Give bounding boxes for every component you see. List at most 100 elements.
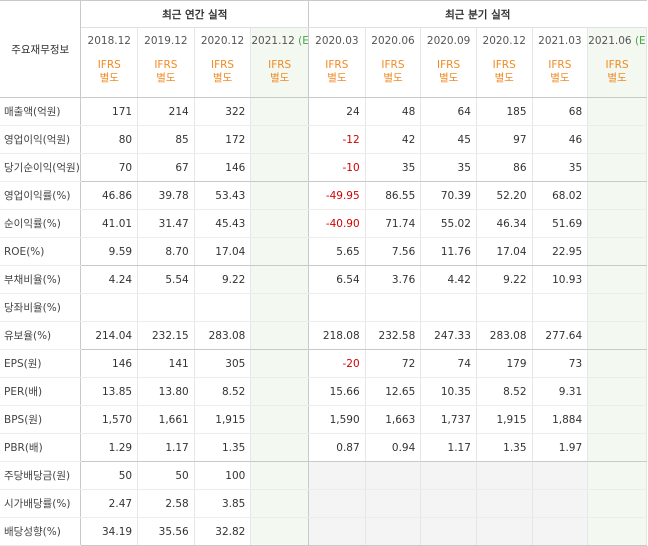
row-label: PER(배): [0, 377, 82, 406]
table-cell: 1,663: [365, 405, 422, 434]
table-cell: 10.35: [420, 377, 477, 406]
table-cell: 0.94: [365, 433, 422, 462]
table-cell: 9.22: [194, 265, 252, 294]
table-cell: [365, 293, 422, 322]
separate-basis-text: 별도: [550, 72, 570, 84]
table-cell: 232.15: [137, 321, 195, 350]
table-cell: 11.76: [420, 237, 477, 266]
table-cell: 179: [476, 349, 533, 378]
table-cell: [420, 461, 477, 490]
table-cell: [250, 237, 310, 266]
table-cell: 4.42: [420, 265, 477, 294]
table-cell: 9.59: [80, 237, 139, 266]
table-cell: [365, 461, 422, 490]
table-cell: [308, 517, 366, 546]
table-cell: 1,915: [476, 405, 533, 434]
row-label: 시가배당률(%): [0, 489, 82, 518]
table-cell: [587, 321, 647, 350]
ifrs-basis-label: IFRS 별도: [365, 53, 422, 98]
table-cell: 32.82: [194, 517, 252, 546]
ifrs-text: IFRS: [97, 59, 121, 71]
table-row: ROE(%) 9.59 8.70 17.04 5.65 7.56 11.76 17.04 22.…: [0, 237, 647, 266]
ifrs-text: IFRS: [268, 59, 292, 71]
row-label: EPS(원): [0, 349, 82, 378]
table-cell: [587, 349, 647, 378]
table-cell: [80, 293, 139, 322]
table-cell: 24: [308, 97, 366, 126]
table-cell: [308, 293, 366, 322]
table-cell: [420, 489, 477, 518]
table-cell: 46.34: [476, 209, 533, 238]
table-cell: 97: [476, 125, 533, 154]
table-row: 영업이익(억원) 80 85 172 -12 42 45 97 46: [0, 125, 647, 154]
ifrs-header-row: IFRS 별도 IFRS 별도 IFRS 별도 IFRS 별도 IFRS 별도 IFRS 별도 IFRS…: [0, 53, 647, 98]
table-cell: 146: [194, 153, 252, 182]
table-cell: 6.54: [308, 265, 366, 294]
table-cell: 46.86: [80, 181, 139, 210]
table-cell: 73: [532, 349, 589, 378]
table-row: 영업이익률(%) 46.86 39.78 53.43 -49.95 86.55 70.39 5…: [0, 181, 647, 210]
table-cell: [308, 489, 366, 518]
table-cell: [476, 489, 533, 518]
table-cell: 72: [365, 349, 422, 378]
period-label: 2021.03: [538, 34, 582, 47]
table-cell: [476, 461, 533, 490]
table-cell: 4.24: [80, 265, 139, 294]
table-cell: 5.54: [137, 265, 195, 294]
table-cell: 10.93: [532, 265, 589, 294]
table-cell: [476, 293, 533, 322]
table-cell: 45: [420, 125, 477, 154]
period-header: 2020.09: [420, 27, 477, 53]
row-label: 당기순이익(억원): [0, 153, 82, 182]
table-cell: [587, 97, 647, 126]
period-label: 2019.12: [144, 34, 188, 47]
table-cell: [250, 517, 310, 546]
table-cell: 68.02: [532, 181, 589, 210]
table-cell: 35: [532, 153, 589, 182]
table-cell: [587, 209, 647, 238]
separate-basis-text: 별도: [327, 72, 347, 84]
table-cell: 8.52: [476, 377, 533, 406]
table-cell: [250, 321, 310, 350]
table-cell: 8.52: [194, 377, 252, 406]
table-cell: 46: [532, 125, 589, 154]
ifrs-basis-label: IFRS 별도: [80, 53, 139, 98]
table-cell: 305: [194, 349, 252, 378]
table-cell: 247.33: [420, 321, 477, 350]
table-cell: [250, 97, 310, 126]
table-row: PBR(배) 1.29 1.17 1.35 0.87 0.94 1.17 1.35 1.97: [0, 433, 647, 462]
table-cell: 12.65: [365, 377, 422, 406]
table-cell: 322: [194, 97, 252, 126]
table-cell: 7.56: [365, 237, 422, 266]
table-cell: [250, 405, 310, 434]
table-cell: 80: [80, 125, 139, 154]
ifrs-text: IFRS: [154, 59, 178, 71]
period-header: 2019.12: [137, 27, 195, 53]
period-header: 2020.06: [365, 27, 422, 53]
ifrs-text: IFRS: [548, 59, 572, 71]
period-label: 2020.12: [200, 34, 245, 47]
table-cell: 185: [476, 97, 533, 126]
table-cell: [250, 125, 310, 154]
table-cell: 5.65: [308, 237, 366, 266]
row-label: 부채비율(%): [0, 265, 82, 294]
period-header-row: 2018.12 2019.12 2020.12 2021.12 (E) 2020.03 2…: [0, 27, 647, 53]
ifrs-text: IFRS: [492, 59, 516, 71]
row-header-label: 주요재무정보: [0, 0, 82, 98]
table-cell: [250, 265, 310, 294]
table-cell: [587, 405, 647, 434]
table-cell: 1,915: [194, 405, 252, 434]
table-cell: 85: [137, 125, 195, 154]
table-cell: 1,884: [532, 405, 589, 434]
period-label: 2020.03: [315, 34, 359, 47]
table-cell: [137, 293, 195, 322]
table-cell: 48: [365, 97, 422, 126]
separate-basis-text: 별도: [438, 72, 459, 84]
table-cell: 2.58: [137, 489, 195, 518]
ifrs-basis-label: IFRS 별도: [194, 53, 252, 98]
ifrs-text: IFRS: [437, 59, 461, 71]
table-row: BPS(원) 1,570 1,661 1,915 1,590 1,663 1,737 1,91…: [0, 405, 647, 434]
separate-basis-text: 별도: [607, 72, 627, 84]
ifrs-basis-label: IFRS 별도: [308, 53, 366, 98]
